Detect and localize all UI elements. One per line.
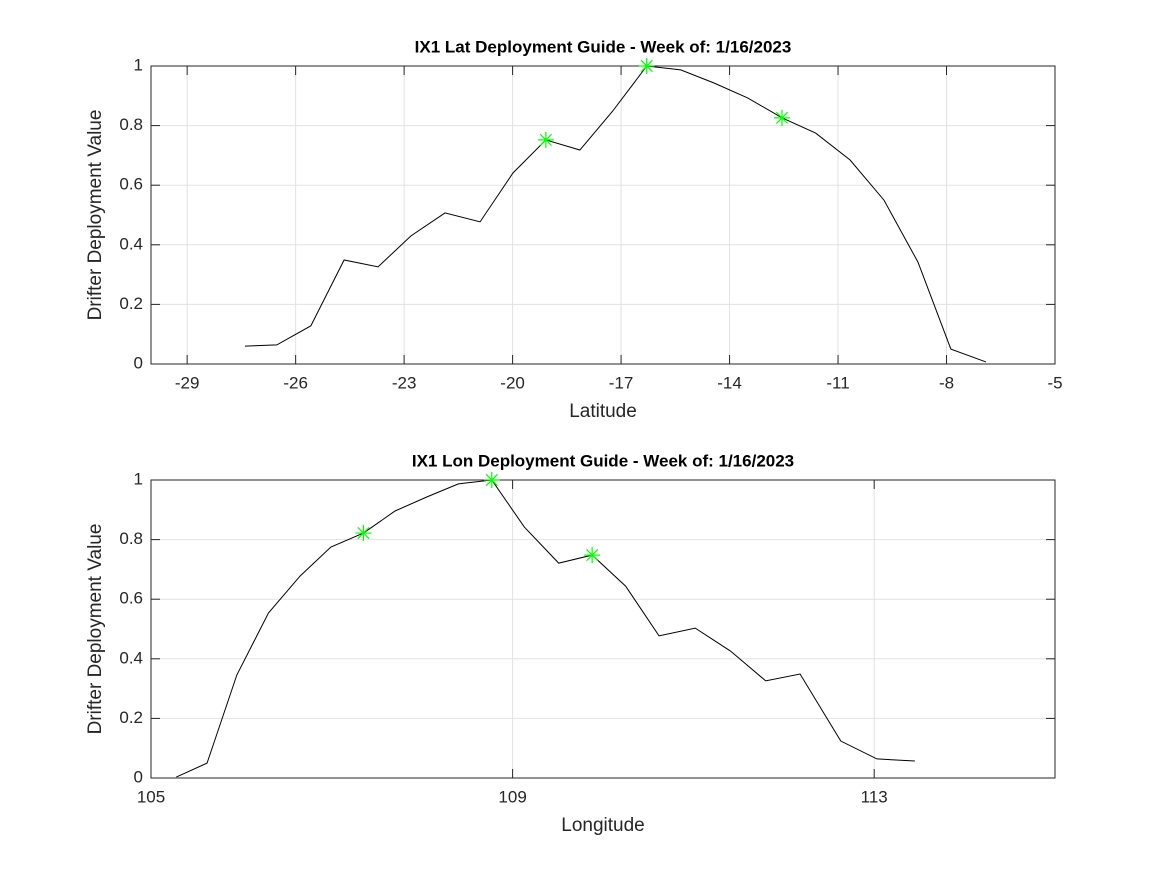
y-tick-label: 0.4 xyxy=(119,234,143,253)
y-tick-label: 1 xyxy=(134,469,143,488)
y-tick-label: 0.8 xyxy=(119,115,143,134)
x-tick-label: -26 xyxy=(283,373,308,392)
x-axis-label: Latitude xyxy=(569,401,637,422)
chart-title: IX1 Lon Deployment Guide - Week of: 1/16… xyxy=(412,451,794,470)
asterisk-marker xyxy=(638,58,655,74)
chart-title: IX1 Lat Deployment Guide - Week of: 1/16… xyxy=(415,37,792,56)
x-tick-label: -14 xyxy=(717,373,742,392)
x-axis-label: Longitude xyxy=(561,815,644,836)
y-axis-label: Drifter Deployment Value xyxy=(85,110,106,321)
plot-area xyxy=(151,480,1055,778)
y-tick-label: 0.4 xyxy=(119,648,143,667)
x-tick-label: -29 xyxy=(175,373,200,392)
y-tick-label: 0.8 xyxy=(119,529,143,548)
asterisk-marker xyxy=(773,109,790,126)
x-tick-label: -5 xyxy=(1047,373,1062,392)
x-tick-label: -20 xyxy=(500,373,525,392)
y-tick-label: 1 xyxy=(134,55,143,74)
y-tick-label: 0.2 xyxy=(119,294,143,313)
y-tick-label: 0.2 xyxy=(119,708,143,727)
x-tick-label: 113 xyxy=(861,787,888,806)
asterisk-marker xyxy=(483,472,500,488)
x-tick-label: -23 xyxy=(392,373,417,392)
x-tick-label: -11 xyxy=(826,373,849,392)
x-tick-label: -8 xyxy=(939,373,954,392)
x-tick-label: 109 xyxy=(498,787,526,806)
y-tick-label: 0 xyxy=(134,767,143,786)
axes-box xyxy=(150,65,1056,365)
data-line xyxy=(244,65,987,363)
y-tick-label: 0.6 xyxy=(119,589,143,608)
y-tick-label: 0 xyxy=(134,353,143,372)
x-tick-label: -17 xyxy=(609,373,634,392)
data-line xyxy=(176,479,915,778)
asterisk-marker xyxy=(537,131,554,148)
plot-area xyxy=(151,66,1055,364)
asterisk-marker xyxy=(584,547,601,564)
y-tick-label: 0.6 xyxy=(119,175,143,194)
asterisk-marker xyxy=(355,525,372,542)
axes-box xyxy=(150,479,1056,779)
y-axis-label: Drifter Deployment Value xyxy=(85,524,106,735)
x-tick-label: 105 xyxy=(137,787,165,806)
